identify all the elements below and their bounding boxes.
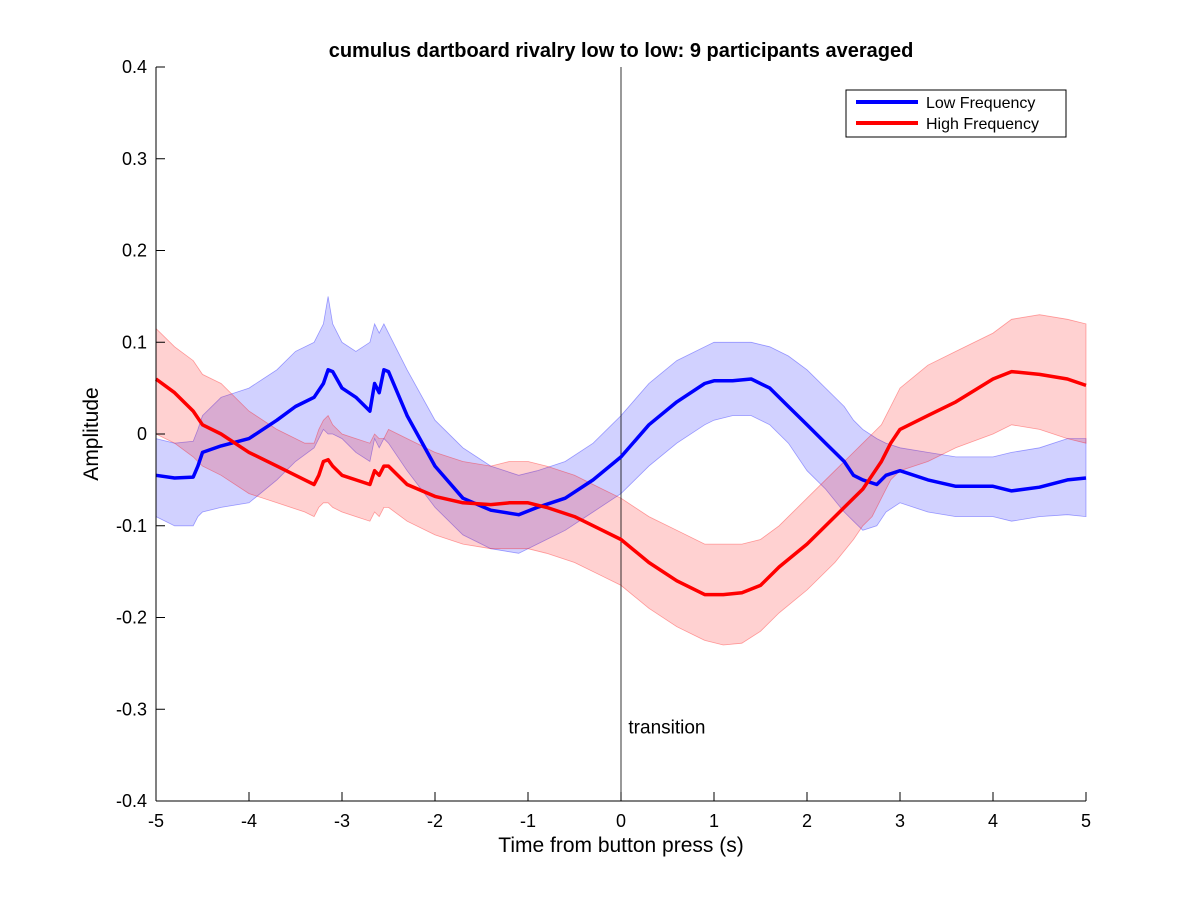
y-axis-label: Amplitude bbox=[80, 387, 103, 480]
x-tick-label: -3 bbox=[334, 811, 350, 831]
y-tick-label: -0.4 bbox=[116, 791, 147, 811]
series-lines bbox=[154, 368, 1087, 597]
legend-label-high-frequency: High Frequency bbox=[926, 116, 1039, 133]
y-tick-label: -0.1 bbox=[116, 516, 147, 536]
line-low-frequency bbox=[155, 368, 1087, 517]
y-tick-label: 0.4 bbox=[122, 57, 147, 77]
line-high-frequency bbox=[154, 369, 1087, 597]
x-tick-label: -1 bbox=[520, 811, 536, 831]
y-tick-label: 0.3 bbox=[122, 149, 147, 169]
x-ticks: -5 -4 -3 -2 -1 0 1 2 3 4 5 bbox=[148, 792, 1091, 831]
chart-title: cumulus dartboard rivalry low to low: 9 … bbox=[329, 40, 914, 62]
x-tick-label: 3 bbox=[895, 811, 905, 831]
x-axis-label: Time from button press (s) bbox=[498, 834, 743, 857]
x-tick-label: -4 bbox=[241, 811, 257, 831]
y-tick-label: 0 bbox=[137, 424, 147, 444]
x-tick-label: 4 bbox=[988, 811, 998, 831]
x-tick-label: 1 bbox=[709, 811, 719, 831]
y-tick-label: -0.2 bbox=[116, 608, 147, 628]
x-tick-label: 2 bbox=[802, 811, 812, 831]
x-tick-label: 5 bbox=[1081, 811, 1091, 831]
x-tick-label: 0 bbox=[616, 811, 626, 831]
legend-label-low-frequency: Low Frequency bbox=[926, 95, 1035, 112]
legend: Low Frequency High Frequency bbox=[845, 89, 1067, 138]
x-tick-label: -5 bbox=[148, 811, 164, 831]
transition-annotation: transition bbox=[628, 718, 705, 739]
y-tick-label: 0.2 bbox=[122, 241, 147, 261]
y-tick-label: -0.3 bbox=[116, 699, 147, 719]
y-ticks: 0.4 0.3 0.2 0.1 0 -0.1 -0.2 -0.3 -0.4 bbox=[116, 57, 165, 811]
x-tick-label: -2 bbox=[427, 811, 443, 831]
y-tick-label: 0.1 bbox=[122, 332, 147, 352]
legend-box bbox=[845, 89, 1067, 138]
